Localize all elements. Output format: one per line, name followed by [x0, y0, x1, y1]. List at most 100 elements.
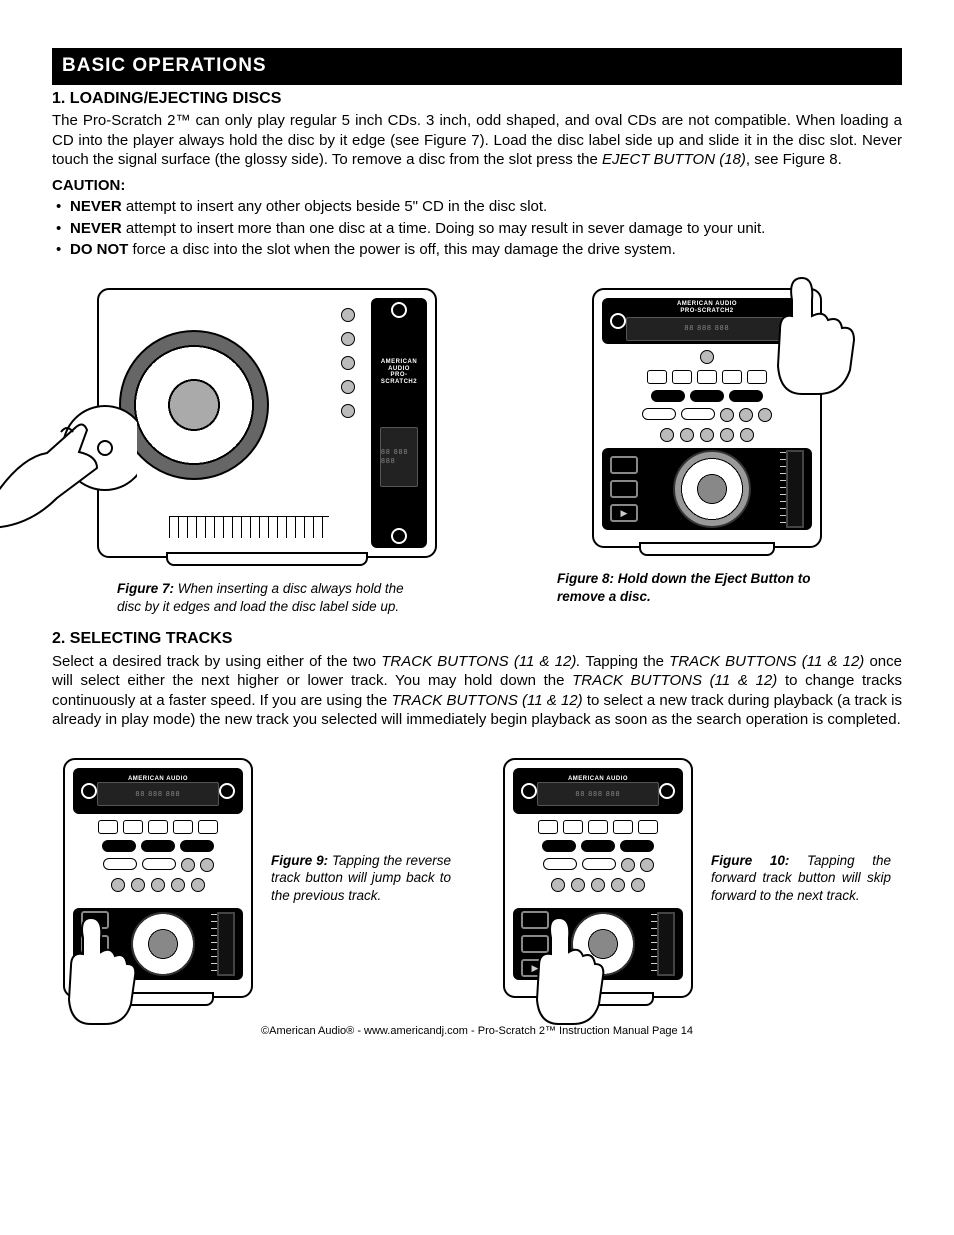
square-button-icon	[747, 370, 767, 384]
pill-button-icon	[102, 840, 136, 852]
figure9-caption: Figure 9: Tapping the reverse track butt…	[271, 852, 451, 905]
square-button-icon	[148, 820, 168, 834]
pill-button-icon	[103, 858, 137, 870]
round-button-icon	[631, 878, 645, 892]
device-top-panel: AMERICAN AUDIO 88 888 888	[513, 768, 683, 814]
caution-text: attempt to insert any other objects besi…	[122, 198, 548, 215]
pitch-slider	[169, 516, 329, 538]
round-button-icon	[151, 878, 165, 892]
device-figure8: AMERICAN AUDIO PRO-SCRATCH2 88 888 888	[592, 288, 822, 548]
figure7-block: AMERICAN AUDIO PRO-SCRATCH2 88 888 888	[97, 288, 437, 615]
button-column	[341, 308, 355, 418]
jog-wheel	[673, 450, 751, 528]
caution-list: NEVER attempt to insert any other object…	[52, 197, 902, 260]
brand-line2: PRO-SCRATCH2	[381, 372, 417, 385]
section2-body: Select a desired track by using either o…	[52, 652, 902, 730]
disc-slot	[102, 992, 214, 1006]
play-button-icon	[521, 959, 549, 977]
device-figure7: AMERICAN AUDIO PRO-SCRATCH2 88 888 888	[97, 288, 437, 558]
caution-bold: NEVER	[70, 220, 122, 237]
knob-icon	[521, 783, 537, 799]
mid-panel	[513, 820, 683, 900]
disc-slot	[542, 992, 654, 1006]
pill-button-icon	[581, 840, 615, 852]
lcd-display: 88 888 888	[380, 427, 418, 487]
pill-button-icon	[729, 390, 763, 402]
brand-line1: AMERICAN AUDIO	[381, 359, 417, 372]
square-button-icon	[173, 820, 193, 834]
round-button-icon	[720, 408, 734, 422]
round-button-icon	[740, 428, 754, 442]
caution-label: CAUTION:	[52, 176, 902, 196]
disc-slot	[639, 542, 775, 556]
platter-zone	[73, 908, 243, 980]
figure-row-top: AMERICAN AUDIO PRO-SCRATCH2 88 888 888	[52, 288, 902, 615]
cue-button-icon	[521, 935, 549, 953]
knob-icon	[391, 302, 407, 318]
pitch-slider	[786, 450, 804, 528]
section-header: BASIC OPERATIONS	[52, 48, 902, 85]
square-button-icon	[613, 820, 633, 834]
device-side-panel: AMERICAN AUDIO PRO-SCRATCH2 88 888 888	[371, 298, 427, 548]
eject-button-ref: EJECT BUTTON (18)	[602, 151, 746, 168]
caution-text: attempt to insert more than one disc at …	[122, 220, 766, 237]
round-button-icon	[591, 878, 605, 892]
square-button-icon	[563, 820, 583, 834]
section1-body-suffix: , see Figure 8.	[746, 151, 842, 168]
device-top-panel: AMERICAN AUDIO PRO-SCRATCH2 88 888 888	[602, 298, 812, 344]
jog-wheel	[131, 912, 195, 976]
knob-icon	[219, 783, 235, 799]
square-button-icon	[123, 820, 143, 834]
section2-heading: 2. SELECTING TRACKS	[52, 629, 902, 650]
round-button-icon	[131, 878, 145, 892]
pill-button-icon	[180, 840, 214, 852]
round-button-icon	[341, 356, 355, 370]
brand-line1: AMERICAN AUDIO	[128, 776, 188, 782]
cue-button-icon	[81, 935, 109, 953]
pill-button-icon	[642, 408, 676, 420]
figure10-block: AMERICAN AUDIO 88 888 888	[503, 758, 891, 998]
round-button-icon	[700, 428, 714, 442]
square-button-icon	[638, 820, 658, 834]
square-button-icon	[198, 820, 218, 834]
round-button-icon	[191, 878, 205, 892]
s2-p1: Select a desired track by using either o…	[52, 653, 381, 670]
figure7-caption: Figure 7: When inserting a disc always h…	[117, 580, 417, 615]
mid-panel	[73, 820, 243, 900]
square-button-icon	[672, 370, 692, 384]
round-button-icon	[341, 332, 355, 346]
brand-line2: PRO-SCRATCH2	[680, 308, 733, 314]
figure8-label: Figure 8: Hold down the Eject Button to …	[557, 571, 810, 604]
round-button-icon	[341, 308, 355, 322]
brand-label: AMERICAN AUDIO PRO-SCRATCH2	[379, 359, 419, 385]
round-button-icon	[611, 878, 625, 892]
play-button-icon	[81, 959, 109, 977]
figure10-caption: Figure 10: Tapping the forward track but…	[711, 852, 891, 905]
rev-button-icon	[610, 456, 638, 474]
brand-label: AMERICAN AUDIO PRO-SCRATCH2	[626, 301, 788, 314]
square-button-icon	[538, 820, 558, 834]
knob-icon	[659, 783, 675, 799]
round-button-icon	[680, 428, 694, 442]
track-buttons-ref: TRACK BUTTONS (11 & 12)	[669, 653, 864, 670]
figure10-label: Figure 10:	[711, 853, 789, 868]
caution-item: NEVER attempt to insert any other object…	[56, 197, 902, 217]
pill-button-icon	[542, 840, 576, 852]
pitch-slider	[217, 912, 235, 976]
round-button-icon	[200, 858, 214, 872]
square-button-icon	[588, 820, 608, 834]
play-button-icon	[610, 504, 638, 522]
round-button-icon	[700, 350, 714, 364]
round-button-icon	[739, 408, 753, 422]
cue-button-icon	[610, 480, 638, 498]
round-button-icon	[640, 858, 654, 872]
platter-zone	[602, 448, 812, 530]
left-controls	[521, 911, 549, 977]
figure9-block: AMERICAN AUDIO 88 888 888	[63, 758, 451, 998]
square-button-icon	[697, 370, 717, 384]
section1-heading: 1. LOADING/EJECTING DISCS	[52, 89, 902, 110]
pill-button-icon	[543, 858, 577, 870]
brand-line1: AMERICAN AUDIO	[677, 301, 737, 307]
round-button-icon	[720, 428, 734, 442]
lcd-display: 88 888 888	[537, 782, 659, 806]
